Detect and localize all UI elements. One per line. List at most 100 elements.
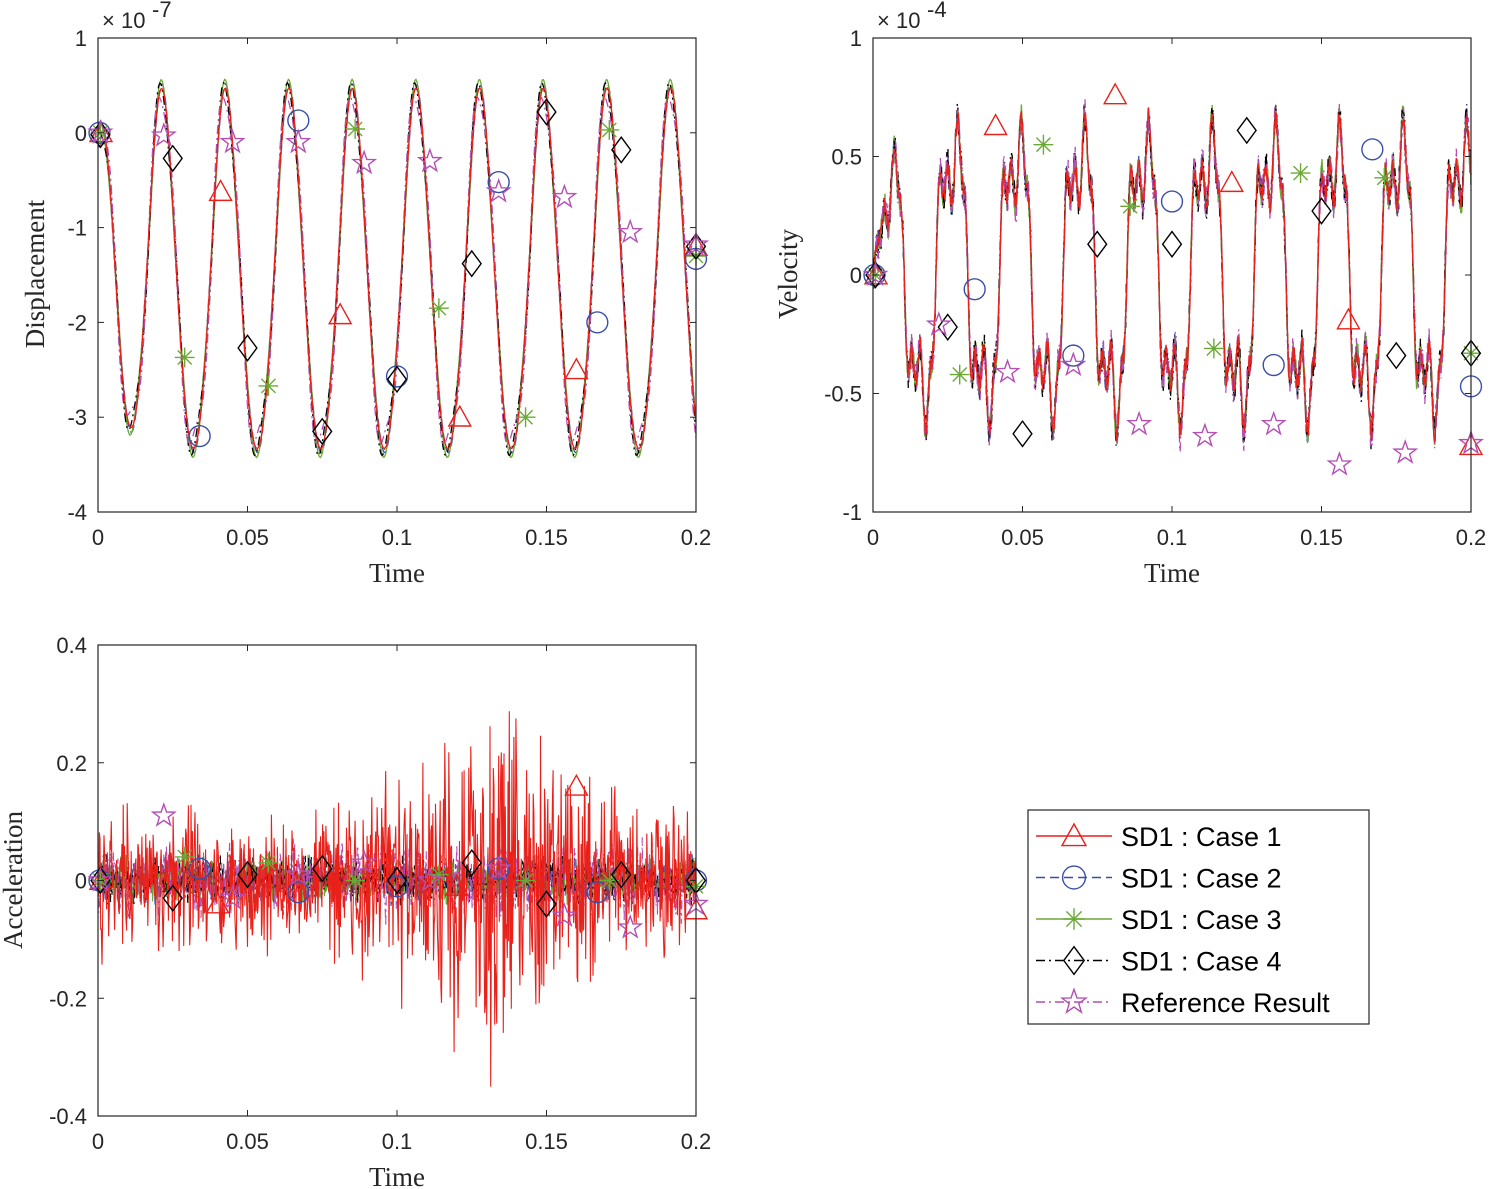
x-tick-label: 0.05: [1001, 525, 1044, 550]
series-marker: [208, 179, 233, 202]
displacement-exponent-power: -7: [152, 0, 172, 22]
series-marker: [312, 417, 333, 446]
series-marker: [1103, 82, 1128, 105]
legend: SD1 : Case 1 SD1 : Case 2 SD1 : Case 3 SD1 …: [1027, 809, 1370, 1025]
series-marker: [485, 855, 512, 880]
x-tick-label: 0.2: [681, 1129, 712, 1154]
series-marker: [162, 884, 183, 912]
legend-entry: SD1 : Case 2: [1036, 864, 1282, 894]
series-marker: [937, 313, 958, 341]
series-marker: [586, 881, 609, 904]
y-tick-label: -2: [67, 310, 87, 335]
series-marker: [586, 311, 609, 334]
series-marker: [994, 358, 1021, 384]
velocity-exponent-base: × 10: [877, 8, 920, 33]
series-marker: [1033, 134, 1054, 155]
series-marker: [237, 334, 258, 362]
y-tick-label: -0.5: [824, 382, 862, 407]
series-marker: [1062, 344, 1085, 367]
legend-entry: Reference Result: [1036, 987, 1330, 1018]
series-marker: [416, 147, 443, 173]
y-tick-label: -3: [67, 405, 87, 430]
series-marker: [386, 365, 408, 394]
velocity-chart: 0 0.05 0.1 0.15 0.2-1-0.500.51 × 10 -4 Time …: [773, 0, 1486, 588]
series-marker: [1290, 163, 1311, 183]
series-marker: [444, 873, 469, 896]
legend-entry: SD1 : Case 3: [1036, 905, 1282, 935]
x-tick-label: 0.15: [1300, 525, 1343, 550]
velocity-exponent-power: -4: [927, 0, 947, 22]
series-marker: [287, 881, 310, 904]
legend-entry: SD1 : Case 1: [1036, 822, 1282, 852]
series-marker: [188, 425, 211, 448]
series-marker: [87, 119, 114, 144]
displacement-exponent-base: × 10: [102, 8, 145, 33]
series-marker: [87, 866, 114, 892]
legend-label: SD1 : Case 3: [1121, 905, 1282, 935]
x-tick-label: 0.15: [525, 525, 568, 550]
series-marker: [174, 847, 195, 867]
x-tick-label: 0.05: [226, 525, 269, 550]
series-marker: [258, 376, 279, 396]
y-tick-label: 0.4: [56, 633, 87, 658]
x-tick-label: 0: [92, 1129, 104, 1154]
series-marker: [963, 278, 986, 301]
series-marker: [162, 144, 183, 173]
series-marker: [1260, 410, 1287, 436]
legend-marker: [1063, 908, 1085, 930]
series-marker: [351, 149, 378, 175]
y-tick-label: -1: [67, 216, 87, 241]
series-marker: [1236, 116, 1257, 145]
y-tick-label: 0.2: [56, 751, 87, 776]
y-tick-label: -0.2: [49, 986, 87, 1011]
series-marker: [551, 902, 578, 927]
series-marker: [564, 773, 589, 796]
series-line: [97, 96, 697, 446]
series-marker: [1392, 439, 1419, 464]
series-marker: [428, 864, 449, 885]
x-tick-label: 0.1: [1157, 525, 1188, 550]
x-tick-label: 0.05: [226, 1129, 269, 1154]
series-marker: [1126, 410, 1153, 436]
series-marker: [385, 875, 409, 898]
series-marker: [219, 128, 246, 154]
acceleration-chart: 0 0.05 0.1 0.15 0.2 -0.4 -0.2 0 0.2 0.4 Time Acce…: [0, 633, 711, 1189]
series-marker: [1361, 138, 1384, 161]
series-marker: [485, 177, 512, 203]
series-marker: [345, 119, 366, 139]
series-marker: [536, 890, 557, 918]
legend-label: SD1 : Case 4: [1121, 947, 1282, 977]
velocity-x-label: Time: [1144, 558, 1200, 588]
series-marker: [1262, 353, 1285, 377]
series-line: [872, 107, 1472, 443]
series-marker: [328, 302, 353, 325]
y-tick-label: 0: [75, 121, 87, 146]
x-tick-label: 0: [867, 525, 879, 550]
series-marker: [1120, 196, 1141, 217]
y-tick-label: -0.4: [49, 1104, 87, 1129]
series-line: [97, 87, 697, 450]
displacement-chart: 0 0.05 0.1 0.15 0.2 -4 -3 -2 -1 0 1 × 10 -7 Time D…: [20, 0, 711, 588]
legend-marker: [1059, 987, 1089, 1014]
series-marker: [447, 404, 472, 427]
series-marker: [312, 854, 333, 883]
series-marker: [551, 183, 578, 209]
legend-marker: [1062, 945, 1086, 976]
velocity-y-label: Velocity: [773, 229, 803, 319]
series-marker: [205, 891, 230, 914]
legend-label: SD1 : Case 1: [1121, 822, 1282, 852]
acceleration-x-label: Time: [369, 1162, 425, 1189]
y-tick-label: 1: [850, 26, 862, 51]
series-marker: [416, 866, 443, 892]
series-marker: [428, 298, 449, 319]
series-marker: [1160, 190, 1184, 213]
series-marker: [1012, 419, 1033, 448]
series-marker: [1060, 351, 1087, 377]
series-marker: [1311, 197, 1332, 225]
series-marker: [188, 857, 211, 880]
series-marker: [617, 913, 644, 939]
series-marker: [219, 884, 246, 910]
series-marker: [862, 261, 889, 287]
series-marker: [1219, 170, 1244, 193]
series-marker: [1374, 167, 1395, 188]
